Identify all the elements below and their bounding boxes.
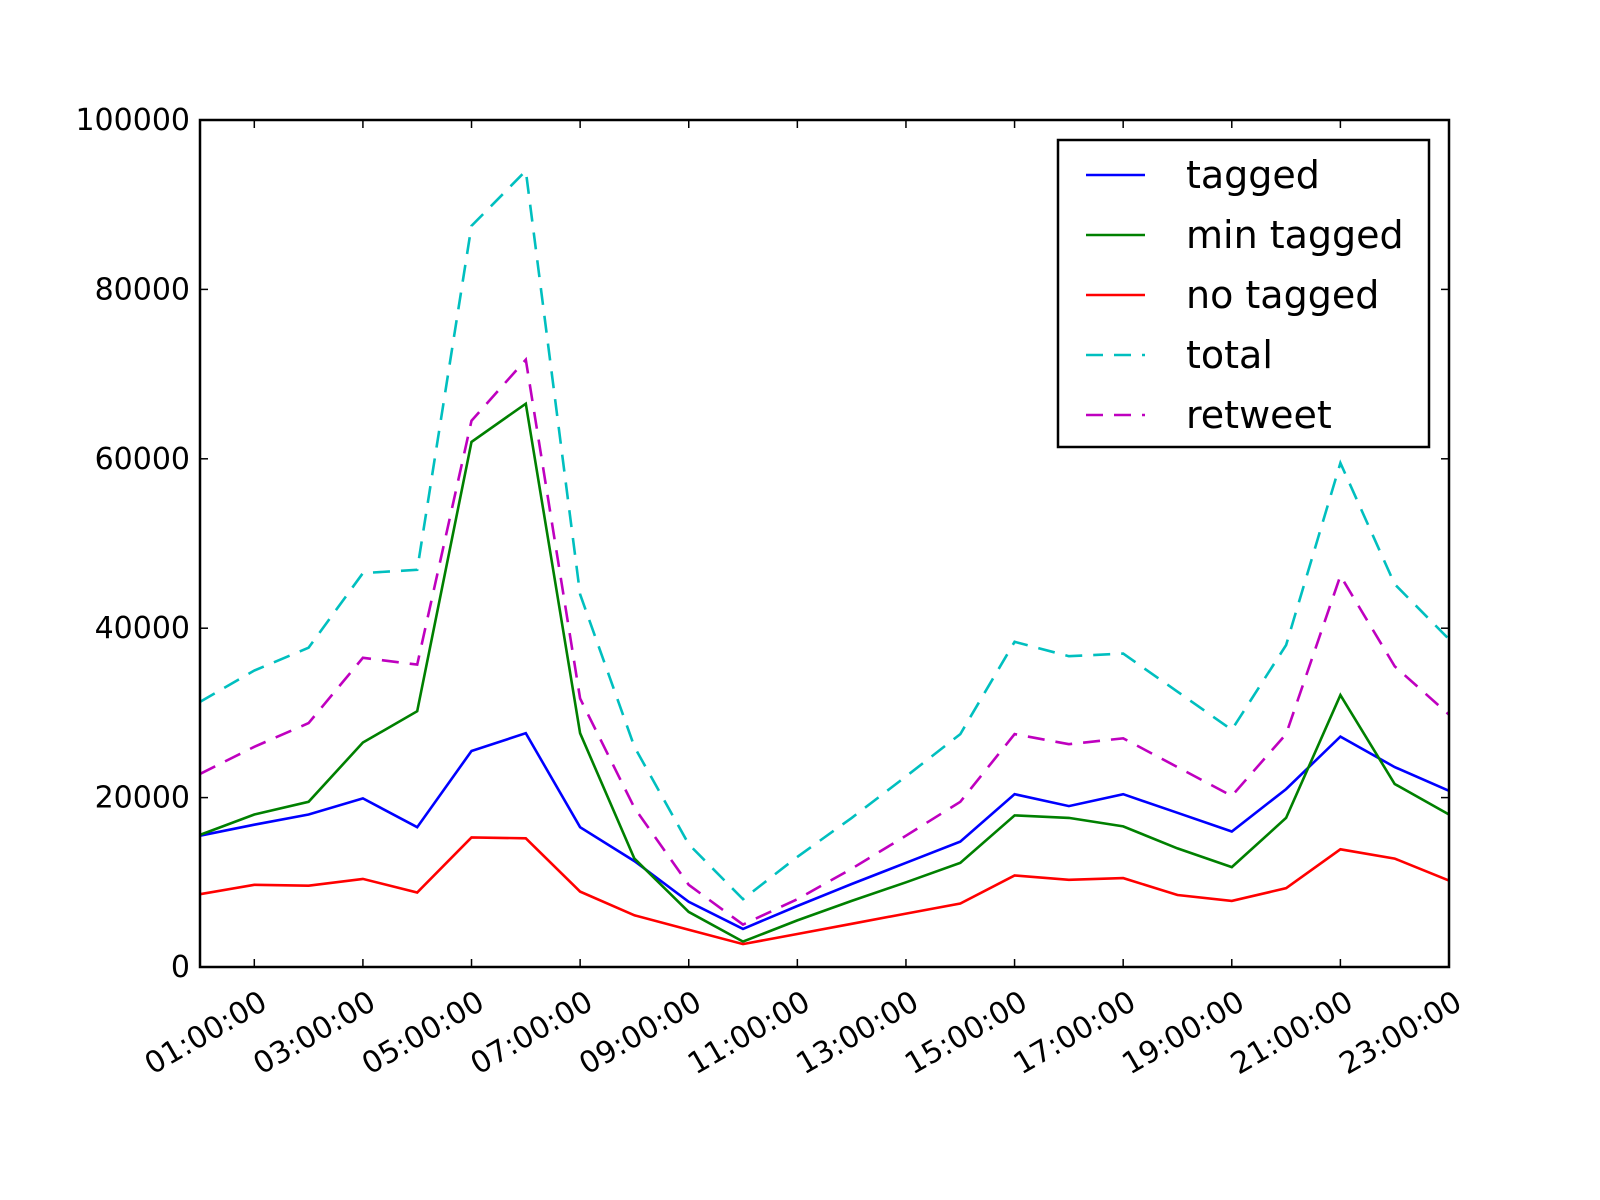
series-line-min-tagged — [199, 401, 1450, 944]
series-line-total — [199, 167, 1450, 901]
series-line-no-tagged — [199, 836, 1450, 946]
legend-label-tagged: tagged — [1186, 153, 1320, 197]
legend-label-min-tagged: min tagged — [1186, 213, 1404, 257]
y-tick-label: 20000 — [95, 781, 190, 816]
series-layer — [199, 167, 1450, 946]
legend-label-no-tagged: no tagged — [1186, 273, 1379, 317]
legend-label-retweet: retweet — [1186, 393, 1332, 437]
series-line-tagged — [199, 731, 1450, 931]
y-tick-label: 0 — [171, 950, 190, 985]
series-line-retweet — [199, 356, 1450, 927]
legend: tagged min tagged no tagged total retweet — [1056, 138, 1431, 449]
axis-ticks — [200, 119, 1450, 968]
legend-box — [1056, 138, 1431, 449]
y-tick-label: 60000 — [95, 442, 190, 477]
legend-label-total: total — [1186, 333, 1273, 377]
y-tick-label: 80000 — [95, 272, 190, 307]
y-tick-label: 40000 — [95, 611, 190, 646]
y-tick-label: 100000 — [75, 103, 190, 138]
plot-frame — [198, 118, 1451, 969]
